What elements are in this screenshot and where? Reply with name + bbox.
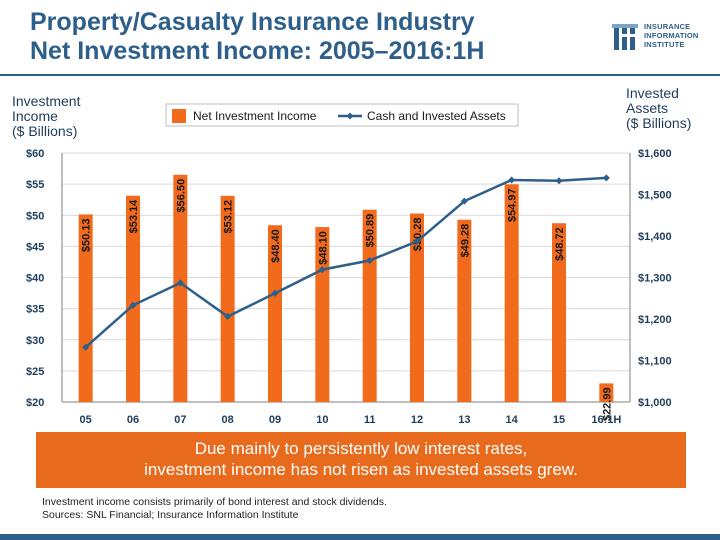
callout-box: Due mainly to persistently low interest … [36,432,686,488]
bar [504,184,519,402]
slide-title: Property/Casualty Insurance Industry Net… [30,8,610,66]
x-tick-label: 14 [506,414,519,426]
title-divider [0,74,720,76]
y-left-tick-label: $40 [26,273,44,285]
left-axis-title-line-3: ($ Billions) [12,123,78,139]
y-left-tick-label: $55 [26,179,44,191]
line-point [555,177,563,185]
callout-line-1: Due mainly to persistently low interest … [194,439,528,458]
title-line-1: Property/Casualty Insurance Industry [30,8,475,36]
legend-line-marker [346,112,354,120]
bar [220,195,235,402]
line-point [602,174,610,182]
left-axis-title-line-2: Income [12,108,58,124]
line-point [413,237,421,245]
line-point [176,279,184,287]
right-axis-title: Invested Assets ($ Billions) [626,86,691,131]
logo-line-3: INSTITUTE [644,40,685,49]
y-right-tick-label: $1,400 [638,231,672,243]
bar-value-label: $49.28 [459,224,471,258]
bar [126,195,140,402]
assets-line [84,176,607,349]
bar [268,225,282,402]
bar-value-label: $48.40 [270,229,282,263]
x-tick-label: 07 [174,414,186,426]
x-tick-label: 10 [316,414,328,426]
line-point [82,343,90,351]
logo-line-2: INFORMATION [644,31,699,40]
bar [599,383,614,402]
x-tick-label: 06 [127,414,139,426]
bar-value-label: $48.72 [554,227,566,261]
logo-line-1: INSURANCE [644,22,691,31]
callout-line-2: investment income has not risen as inves… [144,460,578,479]
bar-value-label: $50.28 [412,218,424,252]
bottom-bar [0,534,720,540]
iii-logo: INSURANCE INFORMATION INSTITUTE [612,22,712,58]
x-tick-label: 05 [80,414,92,426]
line-point [508,176,516,184]
line-point [224,313,232,321]
logo-mark-icon [612,24,638,50]
y-right-tick-label: $1,200 [638,314,672,326]
logo-text: INSURANCE INFORMATION INSTITUTE [644,22,699,49]
right-axis-title-line-2: Assets [626,100,669,116]
bar [552,223,566,402]
bar-value-label: $53.12 [223,200,235,234]
y-right-tick-label: $1,600 [638,148,672,160]
y-right-tick-label: $1,300 [638,273,672,285]
y-right-tick-label: $1,000 [638,397,672,409]
left-axis-title: Investment Income ($ Billions) [12,94,80,139]
x-tick-label: 12 [411,414,423,426]
bar-value-label: $54.97 [507,188,519,222]
y-left-tick-label: $45 [26,241,44,253]
legend-bar-label: Net Investment Income [193,109,317,123]
y-left-tick-label: $30 [26,335,44,347]
y-left-tick-label: $50 [26,210,44,222]
legend-line-label: Cash and Invested Assets [367,109,506,123]
bar [457,219,472,402]
line-point [129,301,137,309]
line-point [318,266,326,274]
bar-value-label: $22.99 [601,387,613,421]
bar-value-label: $50.13 [81,218,93,252]
y-right-tick-label: $1,100 [638,356,672,368]
y-left-tick-label: $25 [26,366,44,378]
y-left-tick-label: $20 [26,397,44,409]
x-tick-label: 15 [553,414,565,426]
y-right-tick-label: $1,500 [638,190,672,202]
line-point [460,197,468,205]
legend-bar-swatch [172,109,186,123]
title-line-2: Net Investment Income: 2005–2016:1H [30,37,485,65]
y-left-tick-label: $60 [26,148,44,160]
right-axis-title-line-1: Invested [626,85,679,101]
bar-value-label: $48.10 [317,231,329,265]
y-left-tick-label: $35 [26,304,44,316]
footnote: Investment income consists primarily of … [42,496,387,522]
x-tick-label: 09 [269,414,281,426]
bar [78,214,93,402]
right-axis-title-line-3: ($ Billions) [626,115,692,131]
x-tick-label: 11 [364,414,376,426]
bar [410,213,424,402]
footnote-line-2: Sources: SNL Financial; Insurance Inform… [42,509,299,521]
x-tick-label: 08 [222,414,234,426]
bar-value-label: $53.14 [128,199,140,234]
left-axis-title-line-1: Investment [12,93,81,109]
line-point [366,256,374,264]
footnote-line-1: Investment income consists primarily of … [42,496,387,508]
line-point [271,289,279,297]
bar-value-label: $56.50 [175,179,187,213]
bar [173,174,188,402]
x-tick-label: 16:1H [591,414,621,426]
x-tick-label: 13 [458,414,470,426]
bar-value-label: $50.89 [365,214,377,248]
